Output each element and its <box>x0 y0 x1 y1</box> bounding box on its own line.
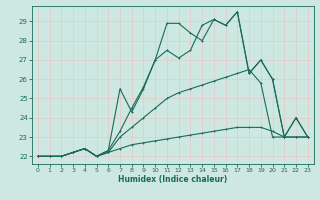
X-axis label: Humidex (Indice chaleur): Humidex (Indice chaleur) <box>118 175 228 184</box>
